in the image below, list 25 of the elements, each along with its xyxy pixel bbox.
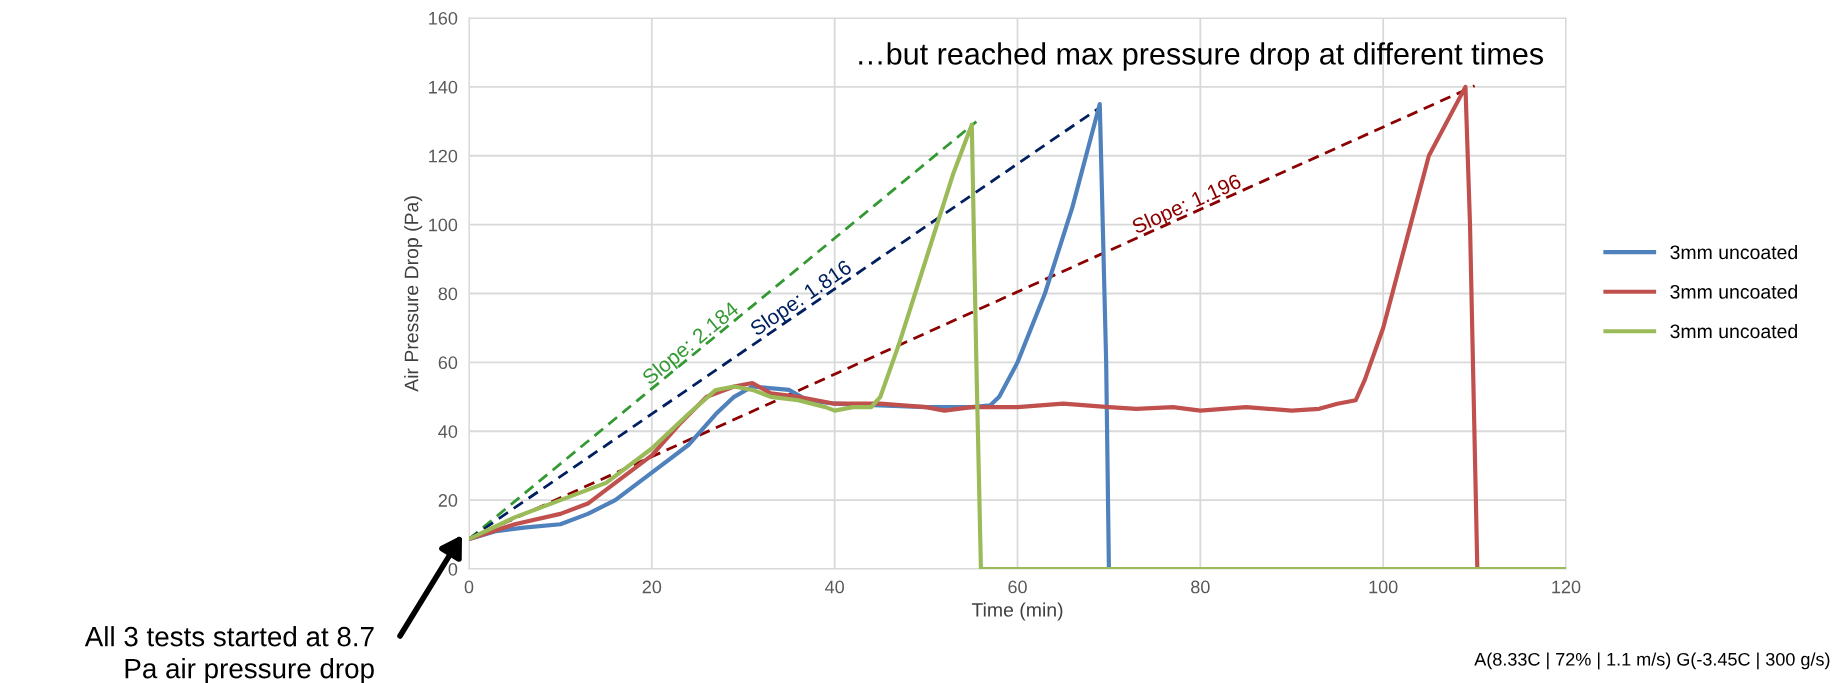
y-axis-title: Air Pressure Drop (Pa) bbox=[404, 196, 423, 392]
y-tick-label: 80 bbox=[438, 287, 458, 301]
y-tick-label: 60 bbox=[438, 356, 458, 370]
x-tick-label: 20 bbox=[642, 580, 662, 594]
x-axis-title: Time (min) bbox=[971, 602, 1063, 621]
x-tick-label: 120 bbox=[1552, 580, 1581, 594]
y-tick-label: 0 bbox=[448, 562, 458, 576]
legend-label: 3mm uncoated bbox=[1670, 323, 1797, 339]
legend-label: 3mm uncoated bbox=[1670, 284, 1797, 299]
x-tick-label: 60 bbox=[1008, 580, 1027, 594]
x-tick-label: 40 bbox=[825, 580, 844, 594]
annotation: Slope: 1.196 bbox=[1130, 172, 1244, 238]
x-tick-label: 80 bbox=[1191, 580, 1210, 594]
annotation: …but reached max pressure drop at different times bbox=[859, 42, 1544, 71]
y-tick-label: 20 bbox=[438, 494, 458, 507]
y-tick-label: 160 bbox=[429, 11, 458, 25]
text: A(8.33C | 72% | 1.1 m/s) G(-3.45C | 300 g/s) bbox=[1474, 652, 1830, 670]
y-tick-label: 100 bbox=[429, 218, 458, 232]
y-tick-label: 140 bbox=[429, 80, 458, 94]
x-tick-label: 100 bbox=[1369, 580, 1398, 594]
legend-label: 3mm uncoated bbox=[1670, 244, 1797, 260]
text: All 3 tests started at 8.7 Pa air pressure drop bbox=[84, 626, 374, 683]
y-tick-label: 120 bbox=[429, 149, 458, 163]
y-tick-label: 40 bbox=[438, 425, 458, 438]
x-tick-label: 0 bbox=[464, 580, 474, 594]
